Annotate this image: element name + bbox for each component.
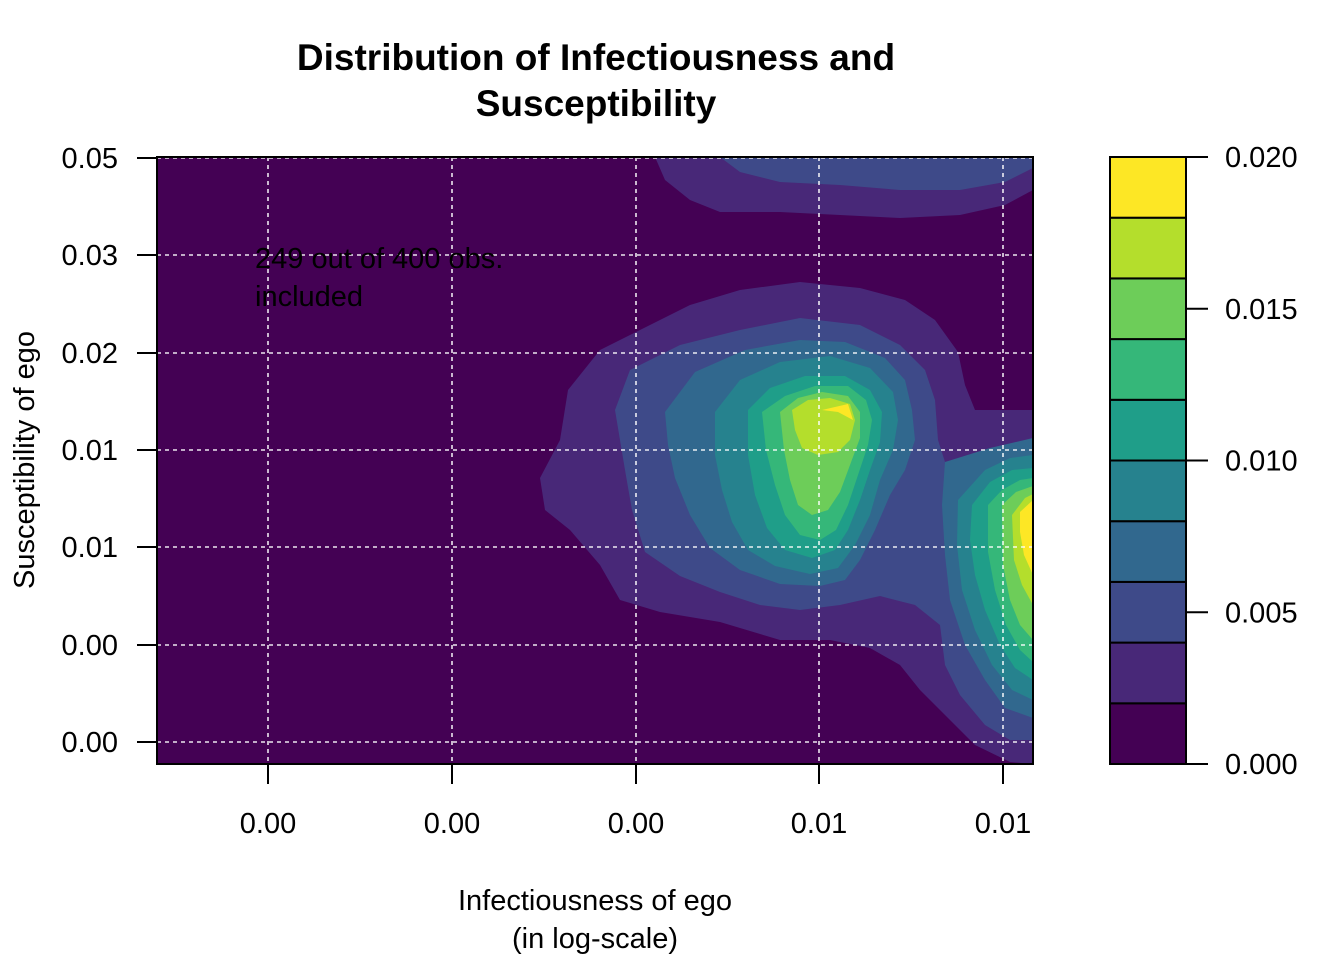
contour-band-level-9 [1020,500,1033,575]
y-tick-label: 0.03 [62,240,118,272]
legend-swatch-level-5 [1109,398,1187,462]
y-axis: 0.00 0.00 0.01 0.01 0.02 0.03 0.05 [62,143,157,759]
legend-swatch-level-7 [1109,277,1187,341]
chart-title-line-2: Susceptibility [476,83,717,124]
y-tick-label: 0.00 [62,630,118,662]
contour-band-level-9 [822,404,853,420]
plot-area [156,156,1034,765]
legend-tick-label: 0.000 [1225,749,1298,781]
y-tick-label: 0.01 [62,532,118,564]
gridlines [157,157,1033,764]
legend-swatch-level-8 [1109,216,1187,280]
plot-frame [156,156,1034,765]
contour-layers [540,157,1033,764]
legend-tick-label: 0.010 [1225,446,1298,478]
legend-swatch-level-3 [1109,520,1187,583]
color-legend: 0.000 0.005 0.010 0.015 0.020 [1109,142,1298,781]
legend-tick-label: 0.005 [1225,597,1298,629]
y-axis-title: Susceptibility of ego [9,331,41,589]
x-tick-label: 0.01 [791,808,847,840]
annotation-line-2: included [255,281,363,313]
y-tick-label: 0.00 [62,727,118,759]
legend-swatch-level-2 [1109,580,1187,644]
legend-tick-label: 0.020 [1225,142,1298,174]
chart-title-line-1: Distribution of Infectiousness and [297,37,895,78]
x-axis-title-line-2: (in log-scale) [512,923,678,955]
x-tick-label: 0.00 [424,808,480,840]
x-tick-label: 0.01 [975,808,1031,840]
x-axis: 0.00 0.00 0.00 0.01 0.01 [240,764,1031,840]
legend-swatch-level-1 [1109,641,1187,705]
annotation-line-1: 249 out of 400 obs. [255,243,503,275]
x-tick-label: 0.00 [240,808,296,840]
contour-band-level-2 [720,157,1033,190]
legend-swatch-level-6 [1109,338,1187,401]
x-axis-title-line-1: Infectiousness of ego [458,885,732,917]
y-tick-label: 0.05 [62,143,118,175]
legend-tick-label: 0.015 [1225,294,1298,326]
y-tick-label: 0.01 [62,435,118,467]
y-tick-label: 0.02 [62,338,118,370]
legend-swatch-level-4 [1109,459,1187,523]
legend-swatch-level-0 [1109,702,1187,765]
x-tick-label: 0.00 [608,808,664,840]
legend-swatch-level-9 [1109,156,1187,219]
